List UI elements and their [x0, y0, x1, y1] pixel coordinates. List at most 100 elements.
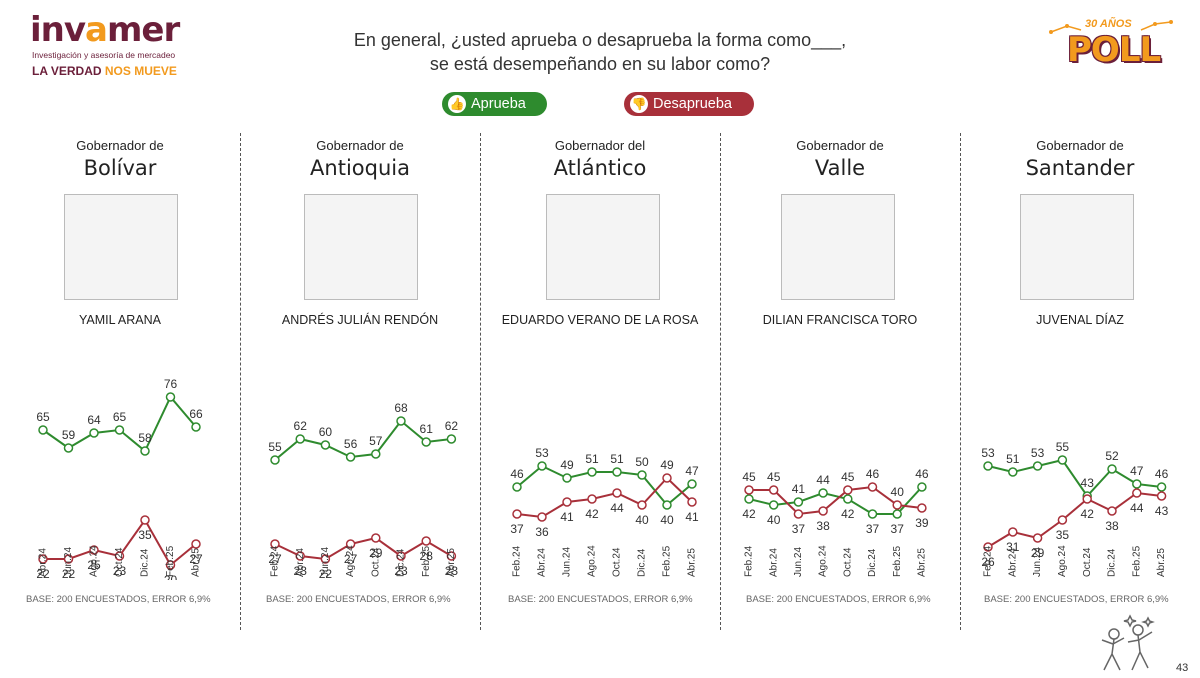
x-tick-label: Dic.24: [140, 548, 151, 577]
data-label: 65: [113, 410, 127, 424]
data-label: 51: [1006, 452, 1020, 466]
x-tick-label: Feb.24: [744, 545, 755, 577]
base-note: BASE: 200 ENCUESTADOS, ERROR 6,9%: [508, 594, 693, 605]
data-label: 37: [792, 522, 806, 536]
data-label: 49: [660, 458, 674, 472]
data-label: 45: [742, 470, 756, 484]
data-label: 44: [610, 501, 624, 515]
data-label: 43: [1081, 476, 1095, 490]
data-label: 46: [866, 467, 880, 481]
data-point-desaprueba: [818, 506, 828, 516]
data-label: 27: [268, 552, 282, 566]
dancers-decoration: [1101, 614, 1155, 671]
governor-panel-antioquia: Gobernador de Antioquia ANDRÉS JULIÁN RE…: [240, 130, 480, 630]
data-point-aprueba: [371, 449, 381, 459]
data-label: 55: [268, 440, 282, 454]
data-label: 41: [685, 510, 699, 524]
data-point-aprueba: [1156, 482, 1167, 492]
brand-tagline: LA VERDAD NOS MUEVE: [32, 64, 177, 78]
data-label: 52: [1105, 449, 1119, 463]
x-tick-label: Abr.25: [191, 548, 202, 577]
governor-role: Gobernador de: [796, 138, 884, 153]
data-label: 53: [1031, 446, 1045, 460]
data-point-desaprueba: [512, 509, 522, 519]
department-name: Atlántico: [553, 156, 647, 180]
data-label: 42: [585, 507, 599, 521]
x-tick-label: Abr.25: [446, 548, 457, 577]
x-tick-label: Dic.24: [1107, 548, 1118, 577]
data-label: 58: [138, 431, 152, 445]
data-label: 64: [87, 413, 101, 427]
poll-logo: 30 AÑOS POLL: [1045, 18, 1175, 78]
data-label: 37: [510, 522, 524, 536]
data-point-aprueba: [1032, 461, 1043, 471]
data-point-aprueba: [270, 455, 280, 465]
data-label: 47: [1130, 464, 1144, 478]
data-point-desaprueba: [270, 539, 280, 549]
data-label: 60: [319, 425, 333, 439]
data-label: 46: [1155, 467, 1169, 481]
x-tick-label: Oct.24: [842, 547, 853, 577]
governor-role: Gobernador de: [76, 138, 164, 153]
panel-divider: [720, 133, 721, 630]
base-note: BASE: 200 ENCUESTADOS, ERROR 6,9%: [746, 594, 931, 605]
governor-photo: [781, 194, 895, 300]
x-tick-label: Abr.24: [38, 548, 49, 577]
data-point-aprueba: [662, 500, 672, 510]
data-point-aprueba: [537, 461, 547, 471]
data-point-desaprueba: [1107, 506, 1117, 516]
department-name: Santander: [1025, 156, 1135, 180]
x-tick-label: Jun.24: [793, 547, 804, 577]
x-tick-label: Abr.25: [917, 548, 928, 577]
data-label: 45: [841, 470, 855, 484]
data-label: 41: [560, 510, 574, 524]
data-label: 22: [319, 567, 333, 580]
data-point-desaprueba: [63, 554, 74, 564]
data-point-aprueba: [818, 488, 828, 498]
series-line-desaprueba: [749, 485, 923, 516]
poll-word: POLL: [1067, 30, 1161, 70]
x-tick-label: Feb.25: [892, 545, 903, 577]
x-tick-label: Dic.24: [637, 548, 648, 577]
data-label: 23: [445, 564, 459, 578]
data-label: 29: [1031, 546, 1045, 560]
data-point-desaprueba: [140, 515, 150, 525]
data-label: 23: [394, 564, 408, 578]
data-point-aprueba: [892, 509, 902, 519]
governor-photo: [1020, 194, 1134, 300]
data-label: 42: [841, 507, 855, 521]
data-label: 42: [1081, 507, 1095, 521]
data-label: 42: [742, 507, 756, 521]
data-point-desaprueba: [446, 551, 457, 561]
data-label: 27: [189, 552, 203, 566]
data-label: 20: [164, 573, 178, 580]
question-line-2: se está desempeñando en su labor como?: [429, 54, 771, 74]
data-label: 65: [36, 410, 50, 424]
data-point-desaprueba: [843, 485, 853, 495]
data-label: 31: [1006, 540, 1020, 554]
data-point-desaprueba: [744, 485, 754, 495]
data-point-aprueba: [612, 467, 622, 477]
data-point-desaprueba: [662, 473, 672, 483]
x-tick-label: Abr.24: [295, 548, 306, 577]
data-label: 50: [635, 455, 649, 469]
x-tick-label: Dic.24: [396, 548, 407, 577]
brand-name: invamer: [30, 10, 180, 50]
x-tick-label: Oct.24: [114, 547, 125, 577]
data-point-aprueba: [140, 446, 150, 456]
data-label: 38: [1105, 519, 1119, 533]
data-label: 62: [445, 419, 459, 433]
data-point-aprueba: [446, 434, 457, 444]
brand-subtitle: Investigación y asesoría de mercadeo: [32, 50, 176, 60]
data-point-desaprueba: [295, 551, 305, 561]
data-point-desaprueba: [1082, 494, 1092, 504]
data-point-aprueba: [1057, 455, 1068, 465]
x-tick-label: Oct.24: [612, 547, 623, 577]
governor-panel-bolivar: Gobernador de Bolívar YAMIL ARANA 65 59 64…: [0, 130, 240, 630]
data-point-aprueba: [793, 497, 804, 507]
legend-aprueba-label: Aprueba: [471, 96, 526, 112]
data-point-desaprueba: [1008, 527, 1018, 537]
x-tick-label: Abr.25: [1156, 548, 1167, 577]
data-label: 37: [866, 522, 880, 536]
data-point-aprueba: [744, 494, 754, 504]
